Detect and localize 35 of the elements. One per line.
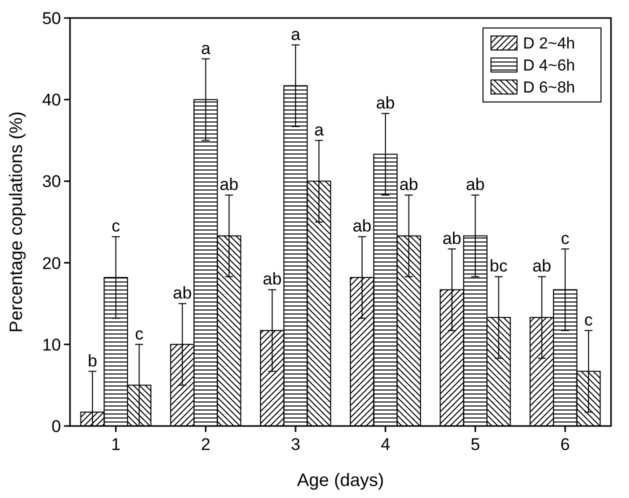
x-tick-label: 2 <box>200 435 210 454</box>
annotation: ab <box>376 93 395 112</box>
annotation: ab <box>442 228 462 248</box>
annotation: b <box>88 351 98 370</box>
y-tick-label: 50 <box>42 8 61 28</box>
legend-label: D 2~4h <box>523 36 576 53</box>
y-tick-label: 30 <box>42 172 61 192</box>
y-tick-label: 40 <box>42 90 61 110</box>
x-axis-title: Age (days) <box>296 470 384 490</box>
y-tick-label: 20 <box>42 254 61 273</box>
annotation: ab <box>352 216 372 236</box>
annotation: c <box>134 324 144 344</box>
x-tick-label: 5 <box>470 435 480 454</box>
annotation: a <box>314 120 324 140</box>
annotation: c <box>112 216 121 236</box>
y-axis-title: Percentage copulations (%) <box>6 111 26 333</box>
annotation: c <box>584 310 594 330</box>
annotation: ab <box>262 270 282 289</box>
annotation: ab <box>220 175 239 194</box>
annotation: a <box>200 38 211 58</box>
annotation: bc <box>490 256 508 276</box>
annotation: ab <box>532 256 552 276</box>
legend-label: D 4~6h <box>523 58 576 75</box>
annotation: ab <box>172 284 192 303</box>
x-tick-label: 4 <box>380 435 390 454</box>
annotation: a <box>290 24 301 44</box>
y-tick-label: 0 <box>52 416 61 436</box>
x-tick-label: 6 <box>560 435 570 454</box>
annotation: ab <box>399 175 418 194</box>
y-tick-label: 10 <box>42 335 61 354</box>
x-tick-label: 1 <box>111 435 121 454</box>
annotation: c <box>560 228 570 248</box>
annotation: ab <box>466 175 485 194</box>
legend-label: D 6~8h <box>523 80 576 97</box>
x-tick-label: 3 <box>290 435 300 454</box>
